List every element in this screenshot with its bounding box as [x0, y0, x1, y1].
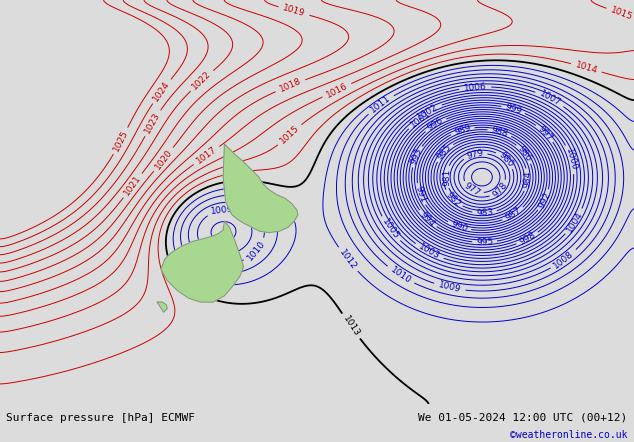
- Text: 992: 992: [536, 191, 552, 210]
- Text: ©weatheronline.co.uk: ©weatheronline.co.uk: [510, 431, 628, 440]
- Text: Surface pressure [hPa] ECMWF: Surface pressure [hPa] ECMWF: [6, 413, 195, 423]
- Text: 1020: 1020: [153, 148, 174, 171]
- Text: 987: 987: [503, 206, 523, 223]
- Text: 1024: 1024: [152, 80, 172, 103]
- Text: 1012: 1012: [337, 248, 358, 271]
- Text: 1018: 1018: [278, 77, 302, 94]
- Text: 983: 983: [476, 208, 493, 218]
- Text: 984: 984: [522, 171, 532, 189]
- Text: 1009: 1009: [437, 281, 462, 294]
- Text: 1021: 1021: [122, 174, 143, 198]
- Text: 1007: 1007: [538, 89, 562, 108]
- Text: 998: 998: [518, 230, 537, 247]
- Text: 1025: 1025: [112, 129, 130, 153]
- Text: 985: 985: [435, 143, 453, 162]
- Text: 982: 982: [444, 190, 462, 209]
- Text: 994: 994: [418, 210, 437, 229]
- Text: 996: 996: [425, 116, 445, 133]
- Text: 978: 978: [491, 180, 509, 199]
- Polygon shape: [161, 221, 243, 302]
- Text: 995: 995: [476, 237, 493, 247]
- Text: 1002: 1002: [415, 102, 439, 121]
- Text: 1017: 1017: [195, 145, 219, 166]
- Text: 989: 989: [453, 123, 472, 137]
- Text: 991: 991: [413, 185, 427, 204]
- Text: 1015: 1015: [609, 6, 633, 22]
- Text: 999: 999: [503, 102, 523, 116]
- Polygon shape: [157, 302, 167, 312]
- Text: 1019: 1019: [281, 4, 306, 19]
- Text: 1006: 1006: [463, 82, 487, 93]
- Text: 990: 990: [450, 219, 469, 234]
- Text: 1011: 1011: [191, 259, 216, 278]
- Text: 980: 980: [497, 150, 515, 169]
- Text: 997: 997: [536, 124, 554, 142]
- Text: 993: 993: [409, 147, 424, 166]
- Text: 1000: 1000: [564, 147, 578, 172]
- Text: 977: 977: [462, 182, 482, 198]
- Text: 1005: 1005: [380, 217, 400, 241]
- Text: 1001: 1001: [409, 108, 432, 130]
- Text: 1013: 1013: [341, 314, 361, 338]
- Text: 988: 988: [490, 125, 509, 139]
- Text: 1010: 1010: [245, 239, 267, 263]
- Text: 1009: 1009: [210, 205, 235, 216]
- Text: 979: 979: [465, 148, 484, 160]
- Text: 986: 986: [516, 144, 533, 163]
- Text: 1014: 1014: [574, 60, 598, 75]
- Text: 1015: 1015: [278, 124, 301, 146]
- Text: We 01-05-2024 12:00 UTC (00+12): We 01-05-2024 12:00 UTC (00+12): [418, 413, 628, 423]
- Text: 1004: 1004: [565, 210, 585, 234]
- Text: 981: 981: [442, 168, 451, 186]
- Polygon shape: [223, 144, 298, 232]
- Text: 1022: 1022: [190, 69, 213, 92]
- Text: 1010: 1010: [389, 265, 413, 286]
- Text: 1011: 1011: [369, 94, 392, 115]
- Text: 1023: 1023: [143, 111, 162, 135]
- Text: 1012: 1012: [261, 189, 285, 209]
- Text: 1003: 1003: [417, 242, 441, 262]
- Text: 1008: 1008: [552, 249, 576, 270]
- Text: 1016: 1016: [325, 81, 349, 99]
